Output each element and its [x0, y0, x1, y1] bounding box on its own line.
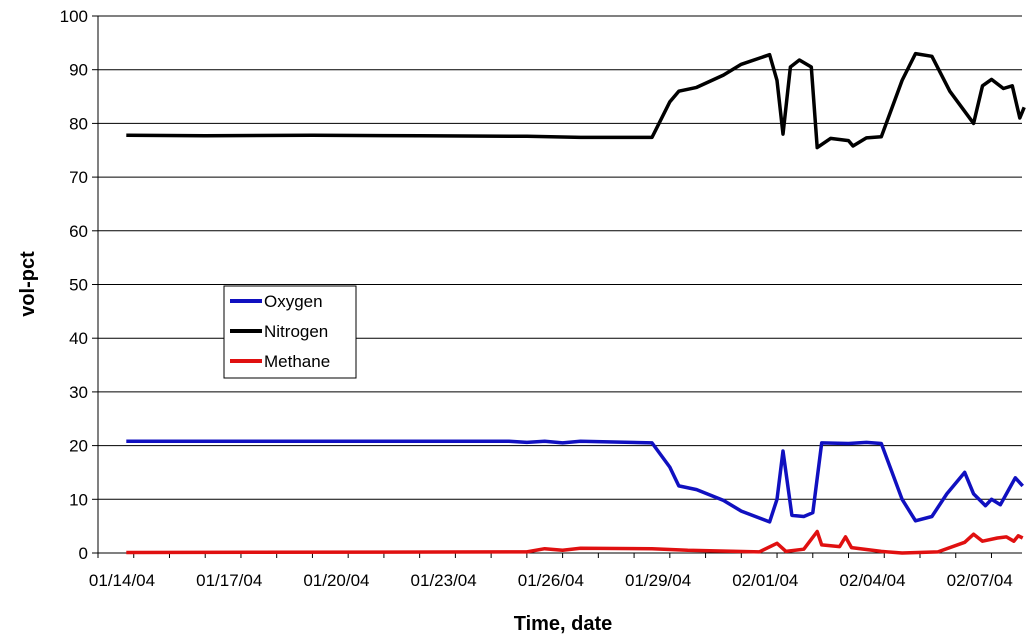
y-tick-label: 50	[69, 276, 88, 295]
x-tick-label: 01/26/04	[518, 571, 584, 590]
y-tick-label: 0	[79, 544, 88, 563]
x-tick-label: 02/04/04	[839, 571, 905, 590]
y-tick-label: 100	[60, 7, 88, 26]
series-line-methane	[126, 529, 1024, 555]
series-line-nitrogen	[126, 51, 1026, 150]
y-tick-label: 10	[69, 490, 88, 509]
x-axis-title: Time, date	[514, 613, 613, 635]
legend-label-oxygen: Oxygen	[264, 292, 323, 311]
series-line-oxygen	[126, 439, 1024, 524]
y-tick-label: 30	[69, 383, 88, 402]
gridlines	[92, 15, 1022, 554]
y-tick-label: 40	[69, 329, 88, 348]
x-tick-label: 01/14/04	[89, 571, 155, 590]
y-tick-labels: 0 10 20 30 40 50 60 70 80 90 100	[60, 7, 88, 563]
legend: Oxygen Nitrogen Methane	[223, 285, 357, 379]
x-tick-label: 02/07/04	[947, 571, 1013, 590]
legend-label-methane: Methane	[264, 352, 330, 371]
series-lines	[126, 51, 1026, 555]
y-tick-label: 70	[69, 168, 88, 187]
y-tick-label: 90	[69, 61, 88, 80]
x-tick-label: 02/01/04	[732, 571, 798, 590]
x-tick-label: 01/29/04	[625, 571, 691, 590]
x-tick-label: 01/23/04	[411, 571, 477, 590]
x-tick-labels: 01/14/04 01/17/04 01/20/04 01/23/04 01/26/04…	[89, 571, 1013, 590]
y-tick-label: 80	[69, 114, 88, 133]
x-tick-label: 01/20/04	[303, 571, 369, 590]
y-tick-label: 20	[69, 437, 88, 456]
x-tick-label: 01/17/04	[196, 571, 262, 590]
legend-label-nitrogen: Nitrogen	[264, 322, 328, 341]
y-tick-label: 60	[69, 222, 88, 241]
y-axis-title: vol-pct	[17, 251, 39, 317]
